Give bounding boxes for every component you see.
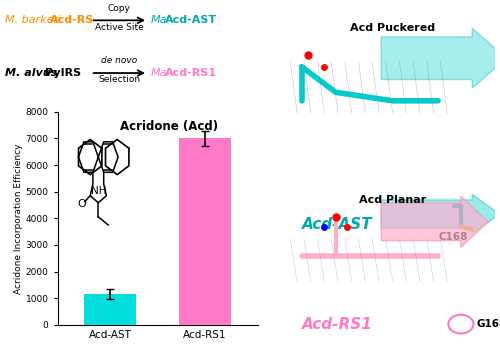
Text: Acd Puckered: Acd Puckered bbox=[350, 23, 435, 33]
Text: Selection: Selection bbox=[98, 75, 140, 84]
Text: Ma: Ma bbox=[150, 68, 167, 78]
Text: Acd-RS1: Acd-RS1 bbox=[302, 317, 372, 332]
FancyArrow shape bbox=[382, 28, 500, 88]
Text: O: O bbox=[78, 199, 86, 209]
Text: Copy: Copy bbox=[108, 4, 131, 13]
FancyArrow shape bbox=[382, 196, 488, 247]
Bar bbox=[179, 138, 232, 325]
Text: de novo: de novo bbox=[102, 56, 138, 65]
Text: Acd-RS: Acd-RS bbox=[50, 15, 94, 25]
Text: Acd-AST: Acd-AST bbox=[302, 218, 372, 233]
Text: M. barkeri: M. barkeri bbox=[5, 15, 62, 25]
Y-axis label: Acridone Incorporation Efficiency: Acridone Incorporation Efficiency bbox=[14, 143, 22, 294]
Text: Active Site: Active Site bbox=[95, 23, 144, 32]
Text: M. alvus: M. alvus bbox=[5, 68, 58, 78]
Text: Acd-RS1: Acd-RS1 bbox=[165, 68, 217, 78]
Text: NH: NH bbox=[90, 186, 106, 196]
FancyArrow shape bbox=[382, 195, 500, 234]
Text: Acd-AST: Acd-AST bbox=[165, 15, 217, 25]
Text: G168: G168 bbox=[477, 319, 500, 329]
Text: Acd Planar: Acd Planar bbox=[359, 195, 426, 205]
Bar bbox=[84, 294, 136, 325]
Text: Acridone (Acd): Acridone (Acd) bbox=[120, 120, 218, 133]
Text: Ma: Ma bbox=[150, 15, 167, 25]
Text: C168: C168 bbox=[438, 233, 468, 242]
Text: PyIRS: PyIRS bbox=[46, 68, 82, 78]
